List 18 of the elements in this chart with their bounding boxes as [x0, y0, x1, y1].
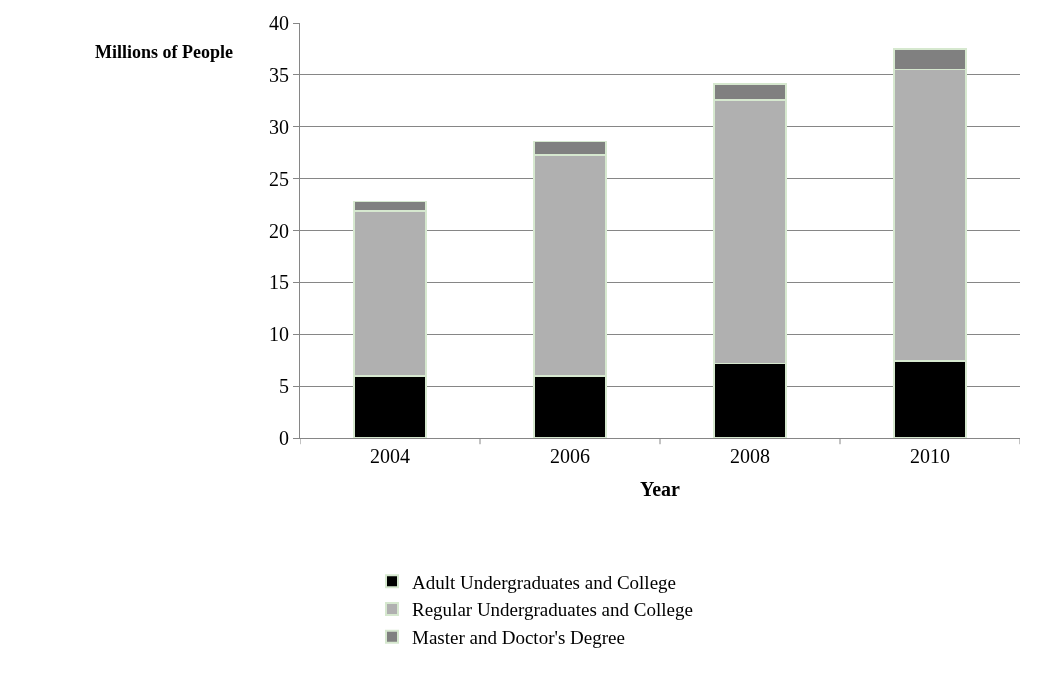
y-tick-label: 40	[269, 12, 289, 34]
y-tick-label: 5	[279, 375, 289, 398]
x-tick-label: 2006	[550, 445, 590, 467]
y-axis-title: Millions of People	[95, 42, 233, 62]
legend-label: Regular Undergraduates and College	[412, 599, 693, 621]
x-tick-label: 2010	[910, 445, 950, 467]
y-tick-label: 30	[269, 115, 289, 138]
x-tick-label: 2004	[370, 445, 410, 467]
x-tick-label: 2008	[730, 445, 770, 467]
legend-label: Adult Undergraduates and College	[412, 571, 676, 593]
y-tick-label: 20	[269, 219, 289, 242]
y-tick-label: 15	[269, 271, 289, 294]
y-tick-label: 0	[279, 427, 289, 449]
legend-label: Master and Doctor's Degree	[412, 627, 625, 649]
x-axis-title: Year	[640, 477, 681, 500]
y-tick-label: 25	[269, 167, 289, 190]
y-tick-label: 10	[269, 323, 289, 346]
y-tick-label: 35	[269, 63, 289, 86]
